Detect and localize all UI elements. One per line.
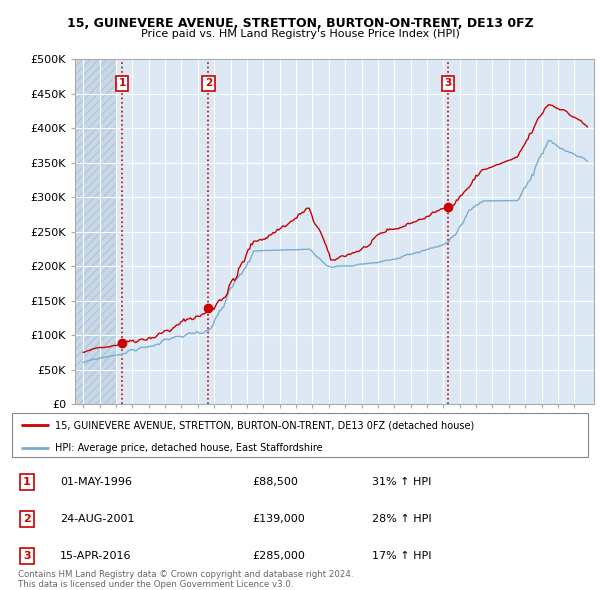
Text: 3: 3	[23, 551, 31, 561]
Text: £139,000: £139,000	[252, 514, 305, 524]
Text: 01-MAY-1996: 01-MAY-1996	[60, 477, 132, 487]
Text: 15-APR-2016: 15-APR-2016	[60, 551, 131, 561]
Text: Contains HM Land Registry data © Crown copyright and database right 2024.
This d: Contains HM Land Registry data © Crown c…	[18, 570, 353, 589]
Bar	[75, 59, 116, 404]
Text: Price paid vs. HM Land Registry's House Price Index (HPI): Price paid vs. HM Land Registry's House …	[140, 30, 460, 39]
Text: 17% ↑ HPI: 17% ↑ HPI	[372, 551, 431, 561]
Text: 3: 3	[445, 78, 452, 88]
Text: 15, GUINEVERE AVENUE, STRETTON, BURTON-ON-TRENT, DE13 0FZ: 15, GUINEVERE AVENUE, STRETTON, BURTON-O…	[67, 17, 533, 30]
Text: 28% ↑ HPI: 28% ↑ HPI	[372, 514, 431, 524]
Text: £285,000: £285,000	[252, 551, 305, 561]
Text: 2: 2	[205, 78, 212, 88]
Text: 1: 1	[23, 477, 31, 487]
Text: 31% ↑ HPI: 31% ↑ HPI	[372, 477, 431, 487]
Text: £88,500: £88,500	[252, 477, 298, 487]
Text: 15, GUINEVERE AVENUE, STRETTON, BURTON-ON-TRENT, DE13 0FZ (detached house): 15, GUINEVERE AVENUE, STRETTON, BURTON-O…	[55, 421, 475, 430]
Text: 2: 2	[23, 514, 31, 524]
Text: HPI: Average price, detached house, East Staffordshire: HPI: Average price, detached house, East…	[55, 442, 323, 453]
Text: 24-AUG-2001: 24-AUG-2001	[60, 514, 134, 524]
Text: 1: 1	[118, 78, 125, 88]
